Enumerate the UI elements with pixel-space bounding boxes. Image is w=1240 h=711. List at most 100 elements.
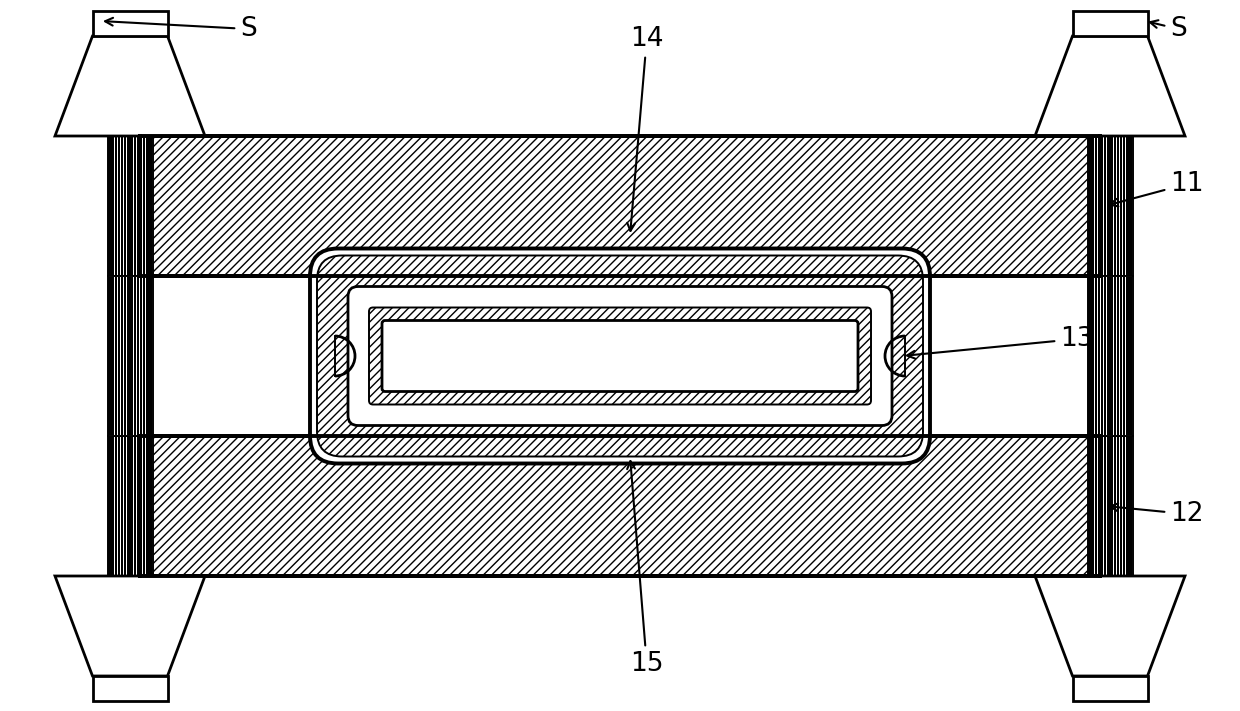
Bar [1091, 437, 1094, 575]
Polygon shape [55, 576, 205, 676]
Bar [140, 137, 143, 275]
Bar [1089, 277, 1091, 435]
Bar [134, 277, 136, 435]
Bar [120, 277, 123, 435]
Bar [120, 137, 123, 275]
Bar [112, 137, 114, 275]
Bar [108, 437, 110, 575]
Bar [120, 437, 123, 575]
Bar [1101, 137, 1104, 275]
Bar [1073, 676, 1147, 701]
Bar [108, 277, 110, 435]
Bar [149, 277, 151, 435]
Bar [124, 437, 126, 575]
Bar [1097, 437, 1100, 575]
Text: 11: 11 [1110, 171, 1204, 206]
Bar [134, 437, 136, 575]
Bar [130, 277, 133, 435]
Bar [112, 277, 114, 435]
Bar [1095, 437, 1097, 575]
Bar [1117, 277, 1120, 435]
Bar [1114, 437, 1116, 575]
Bar [93, 11, 167, 36]
Bar [1130, 137, 1132, 275]
Bar [1097, 137, 1100, 275]
Text: 14: 14 [627, 26, 663, 231]
Bar [140, 437, 143, 575]
Bar [108, 436, 153, 576]
Bar [128, 437, 130, 575]
Bar [1107, 437, 1110, 575]
Bar [1120, 277, 1122, 435]
Bar [1114, 277, 1116, 435]
Bar [1110, 137, 1112, 275]
Bar [140, 136, 1100, 276]
Bar [118, 437, 120, 575]
Bar [114, 137, 117, 275]
Bar [1114, 137, 1116, 275]
Text: S: S [1149, 16, 1187, 42]
Bar [1126, 137, 1128, 275]
Bar [108, 137, 110, 275]
Bar [128, 277, 130, 435]
Bar [146, 437, 149, 575]
Bar [140, 277, 143, 435]
Text: 15: 15 [627, 461, 663, 677]
Bar [114, 277, 117, 435]
Text: S: S [105, 16, 257, 42]
Bar [1126, 437, 1128, 575]
FancyBboxPatch shape [317, 255, 923, 456]
Bar [1087, 276, 1132, 436]
Text: 13: 13 [908, 326, 1094, 358]
Bar [149, 437, 151, 575]
Bar [1130, 437, 1132, 575]
Bar [118, 137, 120, 275]
Text: 12: 12 [1110, 501, 1204, 527]
FancyBboxPatch shape [348, 287, 892, 425]
Bar [1087, 436, 1132, 576]
Bar [1117, 437, 1120, 575]
Polygon shape [55, 36, 205, 136]
Bar [140, 436, 1100, 576]
Bar [1120, 437, 1122, 575]
Bar [93, 676, 167, 701]
Bar [1110, 277, 1112, 435]
Bar [1101, 437, 1104, 575]
Bar [1091, 277, 1094, 435]
Bar [1073, 11, 1147, 36]
Bar [108, 276, 153, 436]
Bar [146, 277, 149, 435]
Bar [1087, 136, 1132, 276]
Bar [136, 137, 139, 275]
Bar [1123, 437, 1126, 575]
Bar [112, 437, 114, 575]
Bar [130, 137, 133, 275]
Bar [1089, 437, 1091, 575]
Bar [134, 137, 136, 275]
Bar [1120, 137, 1122, 275]
Bar [1117, 137, 1120, 275]
Bar [128, 137, 130, 275]
Bar [1123, 277, 1126, 435]
Bar [143, 437, 145, 575]
Bar [149, 137, 151, 275]
FancyBboxPatch shape [310, 249, 930, 464]
Bar [1101, 277, 1104, 435]
Bar [1110, 437, 1112, 575]
Bar [1097, 277, 1100, 435]
Bar [118, 277, 120, 435]
Bar [143, 277, 145, 435]
Bar [108, 136, 153, 276]
Bar [136, 437, 139, 575]
Bar [136, 277, 139, 435]
FancyBboxPatch shape [370, 307, 870, 405]
Bar [1107, 137, 1110, 275]
Bar [1126, 277, 1128, 435]
Bar [124, 277, 126, 435]
Polygon shape [1035, 36, 1185, 136]
Bar [1104, 277, 1106, 435]
Bar [1130, 277, 1132, 435]
Bar [1104, 137, 1106, 275]
Bar [1107, 277, 1110, 435]
Bar [1095, 277, 1097, 435]
